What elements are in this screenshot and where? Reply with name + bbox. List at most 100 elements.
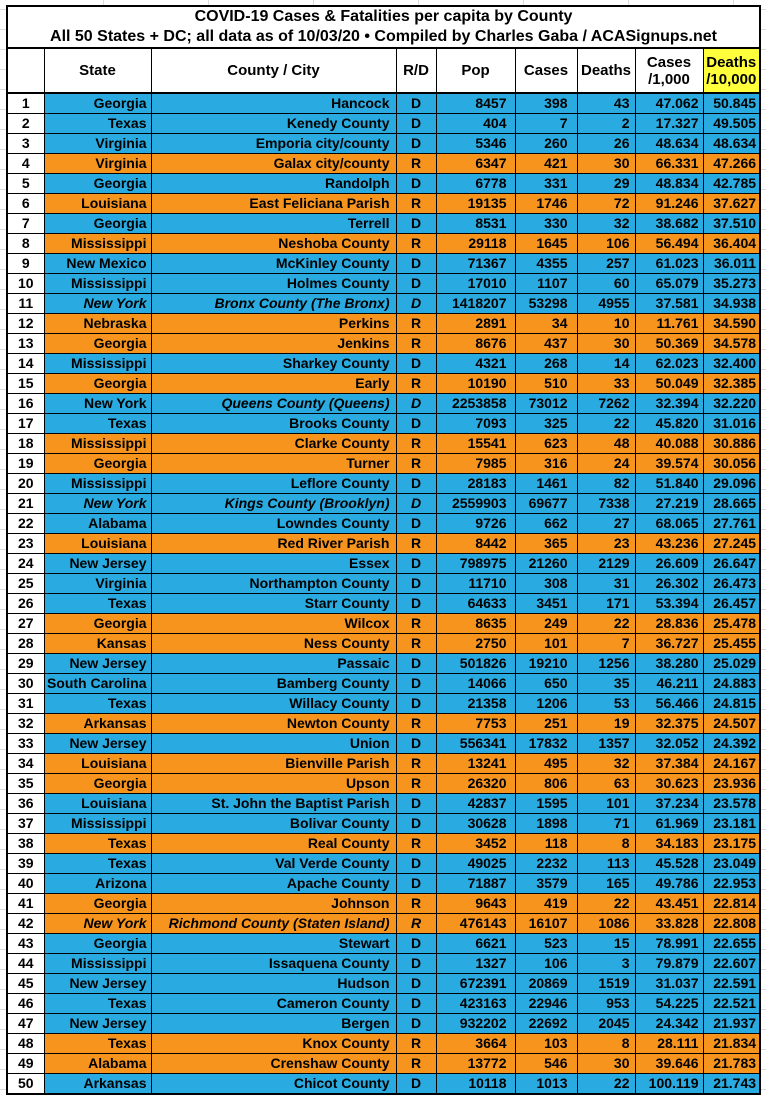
- cell-cases: 103: [514, 1033, 578, 1054]
- cell-pop: 2253858: [435, 393, 516, 414]
- cell-state: Alabama: [43, 513, 152, 534]
- cell-county: Galax city/county: [150, 153, 397, 174]
- table-row: 1 Georgia Hancock D 8457 398 43 47.062 50.845: [6, 92, 761, 114]
- cell-pop: 64633: [435, 593, 516, 614]
- cell-rd: D: [395, 653, 437, 674]
- cell-deaths: 19: [576, 713, 636, 734]
- cell-county: Bamberg County: [150, 673, 397, 694]
- cell-cases: 16107: [514, 913, 578, 934]
- cell-county: McKinley County: [150, 253, 397, 274]
- cell-c1k: 28.836: [634, 613, 704, 634]
- cell-state: New York: [43, 393, 152, 414]
- cell-deaths: 22: [576, 613, 636, 634]
- table-row: 16 New York Queens County (Queens) D 2253858…: [6, 393, 761, 414]
- cell-pop: 798975: [435, 553, 516, 574]
- cell-deaths: 27: [576, 513, 636, 534]
- cell-rd: D: [395, 793, 437, 814]
- cell-pop: 476143: [435, 913, 516, 934]
- cell-state: Louisiana: [43, 533, 152, 554]
- cell-pop: 5346: [435, 133, 516, 154]
- cell-state: Arkansas: [43, 713, 152, 734]
- table-row: 37 Mississippi Bolivar County D 30628 1898 71 6…: [6, 813, 761, 834]
- table-row: 5 Georgia Randolph D 6778 331 29 48.834 42.785: [6, 173, 761, 194]
- cell-deaths: 30: [576, 153, 636, 174]
- cell-rd: R: [395, 633, 437, 654]
- cell-d10k: 23.936: [702, 773, 761, 794]
- cell-pop: 1327: [435, 953, 516, 974]
- cell-state: New Jersey: [43, 653, 152, 674]
- cell-d10k: 35.273: [702, 273, 761, 294]
- cell-num: 40: [6, 873, 45, 894]
- cell-c1k: 56.466: [634, 693, 704, 714]
- cell-d10k: 22.814: [702, 893, 761, 914]
- cell-num: 16: [6, 393, 45, 414]
- cell-rd: D: [395, 113, 437, 134]
- cell-num: 44: [6, 953, 45, 974]
- cell-d10k: 22.655: [702, 933, 761, 954]
- cell-rd: D: [395, 973, 437, 994]
- cell-cases: 495: [514, 753, 578, 774]
- table-row: 39 Texas Val Verde County D 49025 2232 113 45.5…: [6, 853, 761, 874]
- cell-d10k: 22.591: [702, 973, 761, 994]
- cell-state: Kansas: [43, 633, 152, 654]
- cell-pop: 30628: [435, 813, 516, 834]
- cell-county: Ness County: [150, 633, 397, 654]
- col-header-rd: R/D: [395, 47, 437, 94]
- cell-state: Louisiana: [43, 193, 152, 214]
- table-title: COVID-19 Cases & Fatalities per capita b…: [6, 5, 761, 49]
- table-row: 15 Georgia Early R 10190 510 33 50.049 32.385: [6, 373, 761, 394]
- cell-c1k: 45.820: [634, 413, 704, 434]
- cell-c1k: 51.840: [634, 473, 704, 494]
- cell-d10k: 32.220: [702, 393, 761, 414]
- cell-county: Newton County: [150, 713, 397, 734]
- cell-cases: 419: [514, 893, 578, 914]
- cell-d10k: 32.400: [702, 353, 761, 374]
- cell-pop: 501826: [435, 653, 516, 674]
- cell-county: Jenkins: [150, 333, 397, 354]
- cell-num: 9: [6, 253, 45, 274]
- cell-rd: D: [395, 733, 437, 754]
- cell-pop: 71887: [435, 873, 516, 894]
- cell-d10k: 50.845: [702, 92, 761, 114]
- cell-county: Clarke County: [150, 433, 397, 454]
- cell-state: Mississippi: [43, 473, 152, 494]
- cell-pop: 19135: [435, 193, 516, 214]
- cell-cases: 3579: [514, 873, 578, 894]
- cell-num: 13: [6, 333, 45, 354]
- cell-county: Union: [150, 733, 397, 754]
- cell-d10k: 34.938: [702, 293, 761, 314]
- cell-cases: 421: [514, 153, 578, 174]
- cell-d10k: 23.049: [702, 853, 761, 874]
- cell-cases: 2232: [514, 853, 578, 874]
- table-row: 6 Louisiana East Feliciana Parish R 19135 174…: [6, 193, 761, 214]
- table-row: 9 New Mexico McKinley County D 71367 4355 257 6…: [6, 253, 761, 274]
- cell-pop: 14066: [435, 673, 516, 694]
- table-row: 19 Georgia Turner R 7985 316 24 39.574 30.056: [6, 453, 761, 474]
- cell-c1k: 62.023: [634, 353, 704, 374]
- cell-county: Stewart: [150, 933, 397, 954]
- cell-rd: R: [395, 193, 437, 214]
- cell-c1k: 46.211: [634, 673, 704, 694]
- cell-num: 26: [6, 593, 45, 614]
- cell-rd: D: [395, 393, 437, 414]
- cell-pop: 29118: [435, 233, 516, 254]
- cell-c1k: 49.786: [634, 873, 704, 894]
- cell-num: 47: [6, 1013, 45, 1034]
- cell-pop: 423163: [435, 993, 516, 1014]
- cell-rd: D: [395, 92, 437, 114]
- cell-state: Texas: [43, 693, 152, 714]
- cell-cases: 523: [514, 933, 578, 954]
- cell-c1k: 37.234: [634, 793, 704, 814]
- cell-num: 23: [6, 533, 45, 554]
- cell-deaths: 82: [576, 473, 636, 494]
- cell-county: Bergen: [150, 1013, 397, 1034]
- cell-rd: R: [395, 373, 437, 394]
- cell-c1k: 26.609: [634, 553, 704, 574]
- cell-deaths: 14: [576, 353, 636, 374]
- cell-deaths: 7: [576, 633, 636, 654]
- cell-rd: D: [395, 473, 437, 494]
- cell-rd: R: [395, 233, 437, 254]
- cell-pop: 404: [435, 113, 516, 134]
- cell-d10k: 26.457: [702, 593, 761, 614]
- cell-rd: D: [395, 953, 437, 974]
